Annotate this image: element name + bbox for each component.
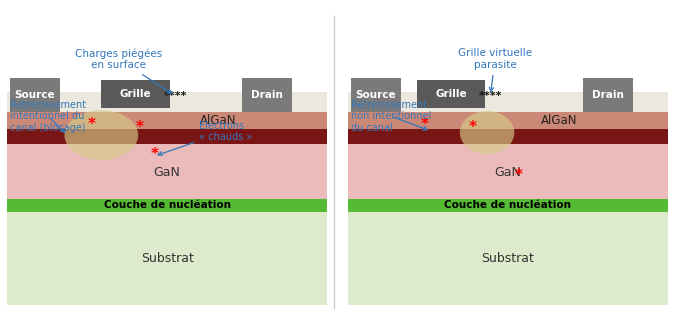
Bar xyxy=(348,92,668,112)
Text: AlGaN: AlGaN xyxy=(541,114,578,127)
Bar xyxy=(7,143,327,199)
Text: Electrons
« chauds »: Electrons « chauds » xyxy=(158,121,252,155)
Text: *: * xyxy=(151,147,158,162)
Bar xyxy=(416,80,485,108)
Bar xyxy=(348,212,668,305)
Bar xyxy=(583,78,633,112)
Bar xyxy=(348,199,668,212)
Bar xyxy=(10,78,59,112)
Text: *: * xyxy=(515,169,523,184)
Text: GaN: GaN xyxy=(495,166,521,178)
Text: Rétrécissement
intentionnel du
canal (blocage): Rétrécissement intentionnel du canal (bl… xyxy=(10,100,86,133)
Text: GaN: GaN xyxy=(154,166,180,178)
Bar xyxy=(242,78,292,112)
Bar xyxy=(7,129,327,143)
Text: AlGaN: AlGaN xyxy=(200,114,237,127)
Bar xyxy=(7,112,327,129)
Text: Couche de nucléation: Couche de nucléation xyxy=(444,200,572,210)
Text: Grille: Grille xyxy=(435,89,467,99)
Text: ****: **** xyxy=(163,91,187,101)
Text: *: * xyxy=(421,117,429,132)
Bar xyxy=(348,129,668,143)
Text: *: * xyxy=(88,117,96,132)
Text: Grille virtuelle
parasite: Grille virtuelle parasite xyxy=(458,48,532,91)
Bar xyxy=(351,78,400,112)
Text: Substrat: Substrat xyxy=(481,252,535,265)
Text: Drain: Drain xyxy=(592,90,624,100)
Bar xyxy=(348,112,668,129)
Text: ****: **** xyxy=(479,91,502,101)
Ellipse shape xyxy=(460,111,514,154)
Text: Source: Source xyxy=(355,90,396,100)
Ellipse shape xyxy=(64,110,138,160)
Text: Couche de nucléation: Couche de nucléation xyxy=(103,200,231,210)
Bar xyxy=(7,212,327,305)
Text: Drain: Drain xyxy=(251,90,284,100)
Text: Source: Source xyxy=(14,90,55,100)
Bar xyxy=(101,80,170,108)
Bar xyxy=(348,143,668,199)
Bar xyxy=(7,199,327,212)
Text: Grille: Grille xyxy=(120,89,152,99)
Text: Charges piégées
en surface: Charges piégées en surface xyxy=(76,48,171,93)
Text: *: * xyxy=(136,120,144,135)
Text: Substrat: Substrat xyxy=(140,252,194,265)
Text: Rétrécissement
non intentionnel
du canal: Rétrécissement non intentionnel du canal xyxy=(351,100,431,133)
Bar xyxy=(7,92,327,112)
Text: *: * xyxy=(468,120,477,135)
